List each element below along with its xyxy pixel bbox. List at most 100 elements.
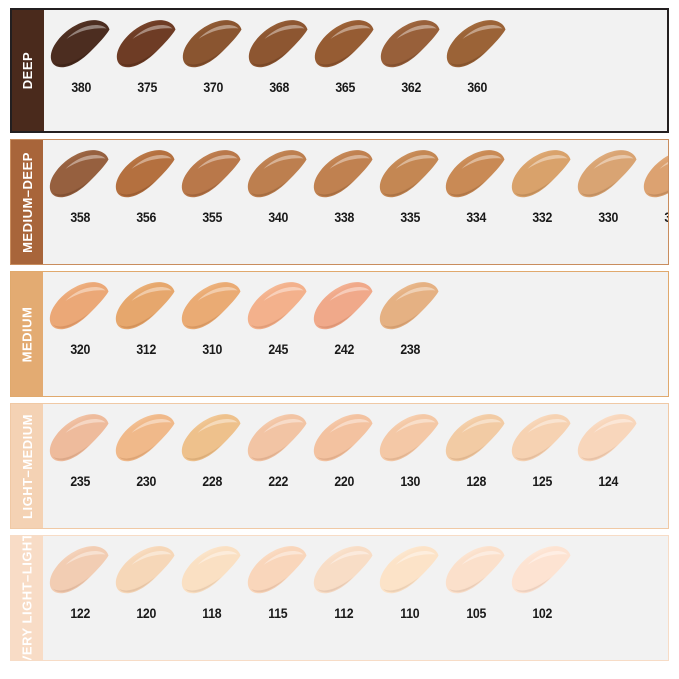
- shade-item[interactable]: 368: [246, 16, 312, 95]
- shade-item[interactable]: 222: [245, 410, 311, 489]
- shade-code-label: 332: [532, 209, 552, 225]
- shade-item[interactable]: 235: [47, 410, 113, 489]
- shade-item[interactable]: 115: [245, 542, 311, 621]
- shade-swatch-blob: [247, 414, 307, 462]
- shade-item[interactable]: 322: [641, 146, 668, 225]
- shade-code-label: 222: [268, 473, 288, 489]
- category-tab-deep: DEEP: [12, 10, 44, 131]
- shade-code-label: 228: [202, 473, 222, 489]
- shade-item[interactable]: 330: [575, 146, 641, 225]
- shade-swatch-blob: [50, 20, 110, 68]
- shade-item[interactable]: 105: [443, 542, 509, 621]
- category-tab-medium-deep: MEDIUM–DEEP: [11, 140, 43, 264]
- shade-code-label: 230: [136, 473, 156, 489]
- shade-swatch-blob: [182, 20, 242, 68]
- shade-item[interactable]: 370: [180, 16, 246, 95]
- shade-item[interactable]: 312: [113, 278, 179, 357]
- shade-swatch-blob: [313, 150, 373, 198]
- shade-code-label: 355: [202, 209, 222, 225]
- shade-code-label: 220: [334, 473, 354, 489]
- shade-section-very-light: VERY LIGHT–LIGHT 122 120 118 115 112 110 105 102: [10, 535, 669, 661]
- shade-swatch-blob: [116, 20, 176, 68]
- shade-item[interactable]: 220: [311, 410, 377, 489]
- shade-code-label: 330: [598, 209, 618, 225]
- shade-swatch-blob: [643, 155, 668, 198]
- shade-item[interactable]: 332: [509, 146, 575, 225]
- shade-item[interactable]: 362: [378, 16, 444, 95]
- shade-item[interactable]: 335: [377, 146, 443, 225]
- shade-item[interactable]: 365: [312, 16, 378, 95]
- shade-item[interactable]: 360: [444, 16, 510, 95]
- shade-item[interactable]: 334: [443, 146, 509, 225]
- shade-item[interactable]: 338: [311, 146, 377, 225]
- shade-swatch-blob: [446, 20, 506, 68]
- shade-item[interactable]: 230: [113, 410, 179, 489]
- shade-swatch-blob: [181, 414, 241, 462]
- shade-section-deep: DEEP 380 375 370 368 365 362 360: [10, 8, 669, 133]
- swatch-row-medium-deep: 358 356 355 340 338 335 334 332 330 322: [43, 140, 668, 264]
- shade-code-label: 362: [401, 79, 421, 95]
- shade-item[interactable]: 228: [179, 410, 245, 489]
- shade-item[interactable]: 375: [114, 16, 180, 95]
- shade-code-label: 312: [136, 341, 156, 357]
- shade-code-label: 358: [70, 209, 90, 225]
- shade-swatch-blob: [49, 546, 109, 594]
- shade-item[interactable]: 380: [48, 16, 114, 95]
- shade-item[interactable]: 120: [113, 542, 179, 621]
- shade-item[interactable]: 320: [47, 278, 113, 357]
- shade-code-label: 128: [466, 473, 486, 489]
- shade-item[interactable]: 124: [575, 410, 641, 489]
- shade-code-label: 238: [400, 341, 420, 357]
- shade-code-label: 356: [136, 209, 156, 225]
- shade-item[interactable]: 102: [509, 542, 575, 621]
- shade-swatch-blob: [445, 546, 505, 594]
- shade-swatch-blob: [445, 150, 505, 198]
- category-label: DEEP: [20, 51, 36, 90]
- shade-code-label: 125: [532, 473, 552, 489]
- shade-item[interactable]: 355: [179, 146, 245, 225]
- category-label: VERY LIGHT–LIGHT: [19, 535, 35, 661]
- shade-swatch-blob: [379, 414, 439, 462]
- shade-item[interactable]: 245: [245, 278, 311, 357]
- shade-item[interactable]: 110: [377, 542, 443, 621]
- shade-swatch-blob: [314, 20, 374, 68]
- shade-code-label: 365: [335, 79, 355, 95]
- shade-code-label: 242: [334, 341, 354, 357]
- shade-swatch-blob: [49, 150, 109, 198]
- shade-swatch-blob: [115, 282, 175, 330]
- shade-code-label: 122: [70, 605, 90, 621]
- shade-item[interactable]: 118: [179, 542, 245, 621]
- shade-swatch-blob: [49, 414, 109, 462]
- shade-code-label: 124: [598, 473, 618, 489]
- shade-item[interactable]: 310: [179, 278, 245, 357]
- shade-swatch-blob: [379, 282, 439, 330]
- shade-item[interactable]: 125: [509, 410, 575, 489]
- shade-code-label: 120: [136, 605, 156, 621]
- shade-item[interactable]: 356: [113, 146, 179, 225]
- swatch-row-deep: 380 375 370 368 365 362 360: [44, 10, 667, 131]
- shade-item[interactable]: 130: [377, 410, 443, 489]
- shade-swatch-blob: [115, 546, 175, 594]
- shade-code-label: 310: [202, 341, 222, 357]
- shade-item[interactable]: 242: [311, 278, 377, 357]
- shade-item[interactable]: 128: [443, 410, 509, 489]
- shade-item[interactable]: 238: [377, 278, 443, 357]
- category-tab-medium: MEDIUM: [11, 272, 43, 396]
- shade-item[interactable]: 122: [47, 542, 113, 621]
- shade-code-label: 375: [137, 79, 157, 95]
- shade-item[interactable]: 340: [245, 146, 311, 225]
- shade-swatch-blob: [247, 546, 307, 594]
- shade-code-label: 338: [334, 209, 354, 225]
- shade-swatch-blob: [181, 282, 241, 330]
- shade-swatch-blob: [49, 282, 109, 330]
- shade-item[interactable]: 358: [47, 146, 113, 225]
- shade-code-label: 112: [334, 605, 354, 621]
- shade-code-label: 118: [202, 605, 222, 621]
- shade-swatch-blob: [313, 546, 373, 594]
- shade-code-label: 102: [532, 605, 552, 621]
- shade-code-label: 360: [467, 79, 487, 95]
- shade-item[interactable]: 112: [311, 542, 377, 621]
- shade-swatch-blob: [115, 150, 175, 198]
- shade-code-label: 380: [71, 79, 91, 95]
- shade-swatch-blob: [511, 546, 571, 594]
